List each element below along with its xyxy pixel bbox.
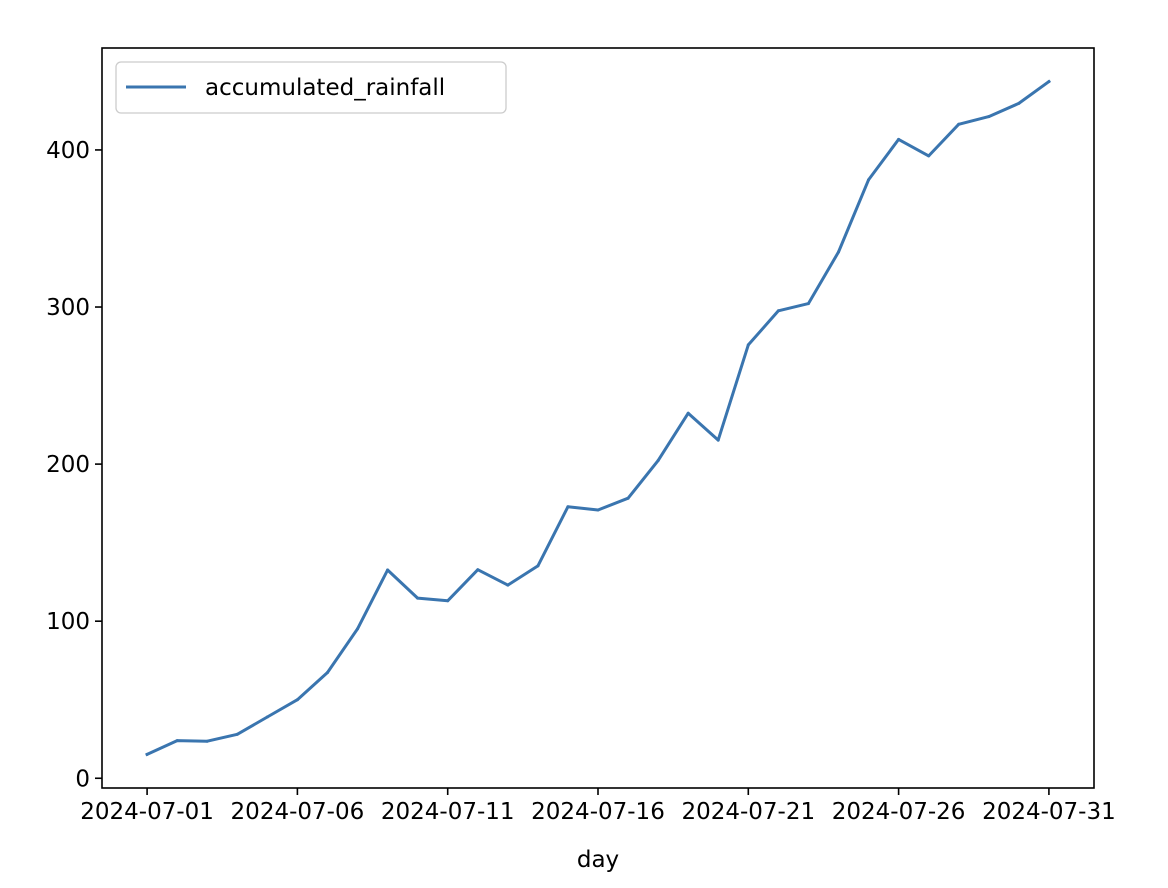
data-point [536, 564, 540, 568]
legend: accumulated_rainfall [115, 61, 507, 114]
data-point [205, 739, 209, 743]
data-point [686, 411, 690, 415]
x-axis-label: day [577, 847, 619, 873]
x-tick-label: 2024-07-31 [982, 799, 1116, 825]
x-tick-label: 2024-07-16 [531, 799, 665, 825]
data-point [927, 154, 931, 158]
data-point [897, 137, 901, 141]
data-point [235, 732, 239, 736]
data-point [716, 438, 720, 442]
data-point [416, 596, 420, 600]
data-point [806, 302, 810, 306]
y-tick-label: 0 [75, 766, 90, 792]
data-point [326, 671, 329, 674]
x-axis: 2024-07-01 2024-07-06 2024-07-11 2024-07-16… [80, 788, 1116, 825]
data-point [746, 343, 750, 347]
data-point [987, 115, 991, 119]
x-tick-label: 2024-07-06 [231, 799, 365, 825]
data-point [295, 698, 299, 702]
data-point [356, 627, 359, 631]
x-tick-label: 2024-07-26 [832, 799, 966, 825]
y-tick-label: 100 [46, 609, 90, 635]
y-axis: 0 100 200 300 400 [46, 138, 102, 792]
x-tick-label: 2024-07-11 [381, 799, 515, 825]
plot-area [145, 79, 1051, 757]
legend-label: accumulated_rainfall [205, 75, 445, 101]
data-point [446, 599, 450, 603]
data-point [837, 250, 840, 254]
y-tick-label: 200 [46, 452, 90, 478]
data-point [1047, 80, 1051, 84]
data-point [476, 568, 480, 572]
data-point [175, 739, 179, 743]
y-tick-label: 400 [46, 138, 90, 164]
data-point [656, 459, 660, 463]
data-point [1017, 101, 1021, 105]
data-point [386, 568, 390, 572]
x-tick-label: 2024-07-21 [681, 799, 815, 825]
data-point [596, 508, 600, 512]
y-tick-label: 300 [46, 295, 90, 321]
data-point [867, 178, 870, 182]
data-point [776, 309, 780, 313]
data-point [957, 122, 961, 126]
legend-box [115, 61, 507, 114]
data-point [626, 496, 630, 500]
data-point [566, 505, 570, 509]
x-tick-label: 2024-07-01 [80, 799, 214, 825]
data-point [506, 583, 510, 587]
data-point [265, 715, 269, 719]
data-point [145, 752, 149, 756]
